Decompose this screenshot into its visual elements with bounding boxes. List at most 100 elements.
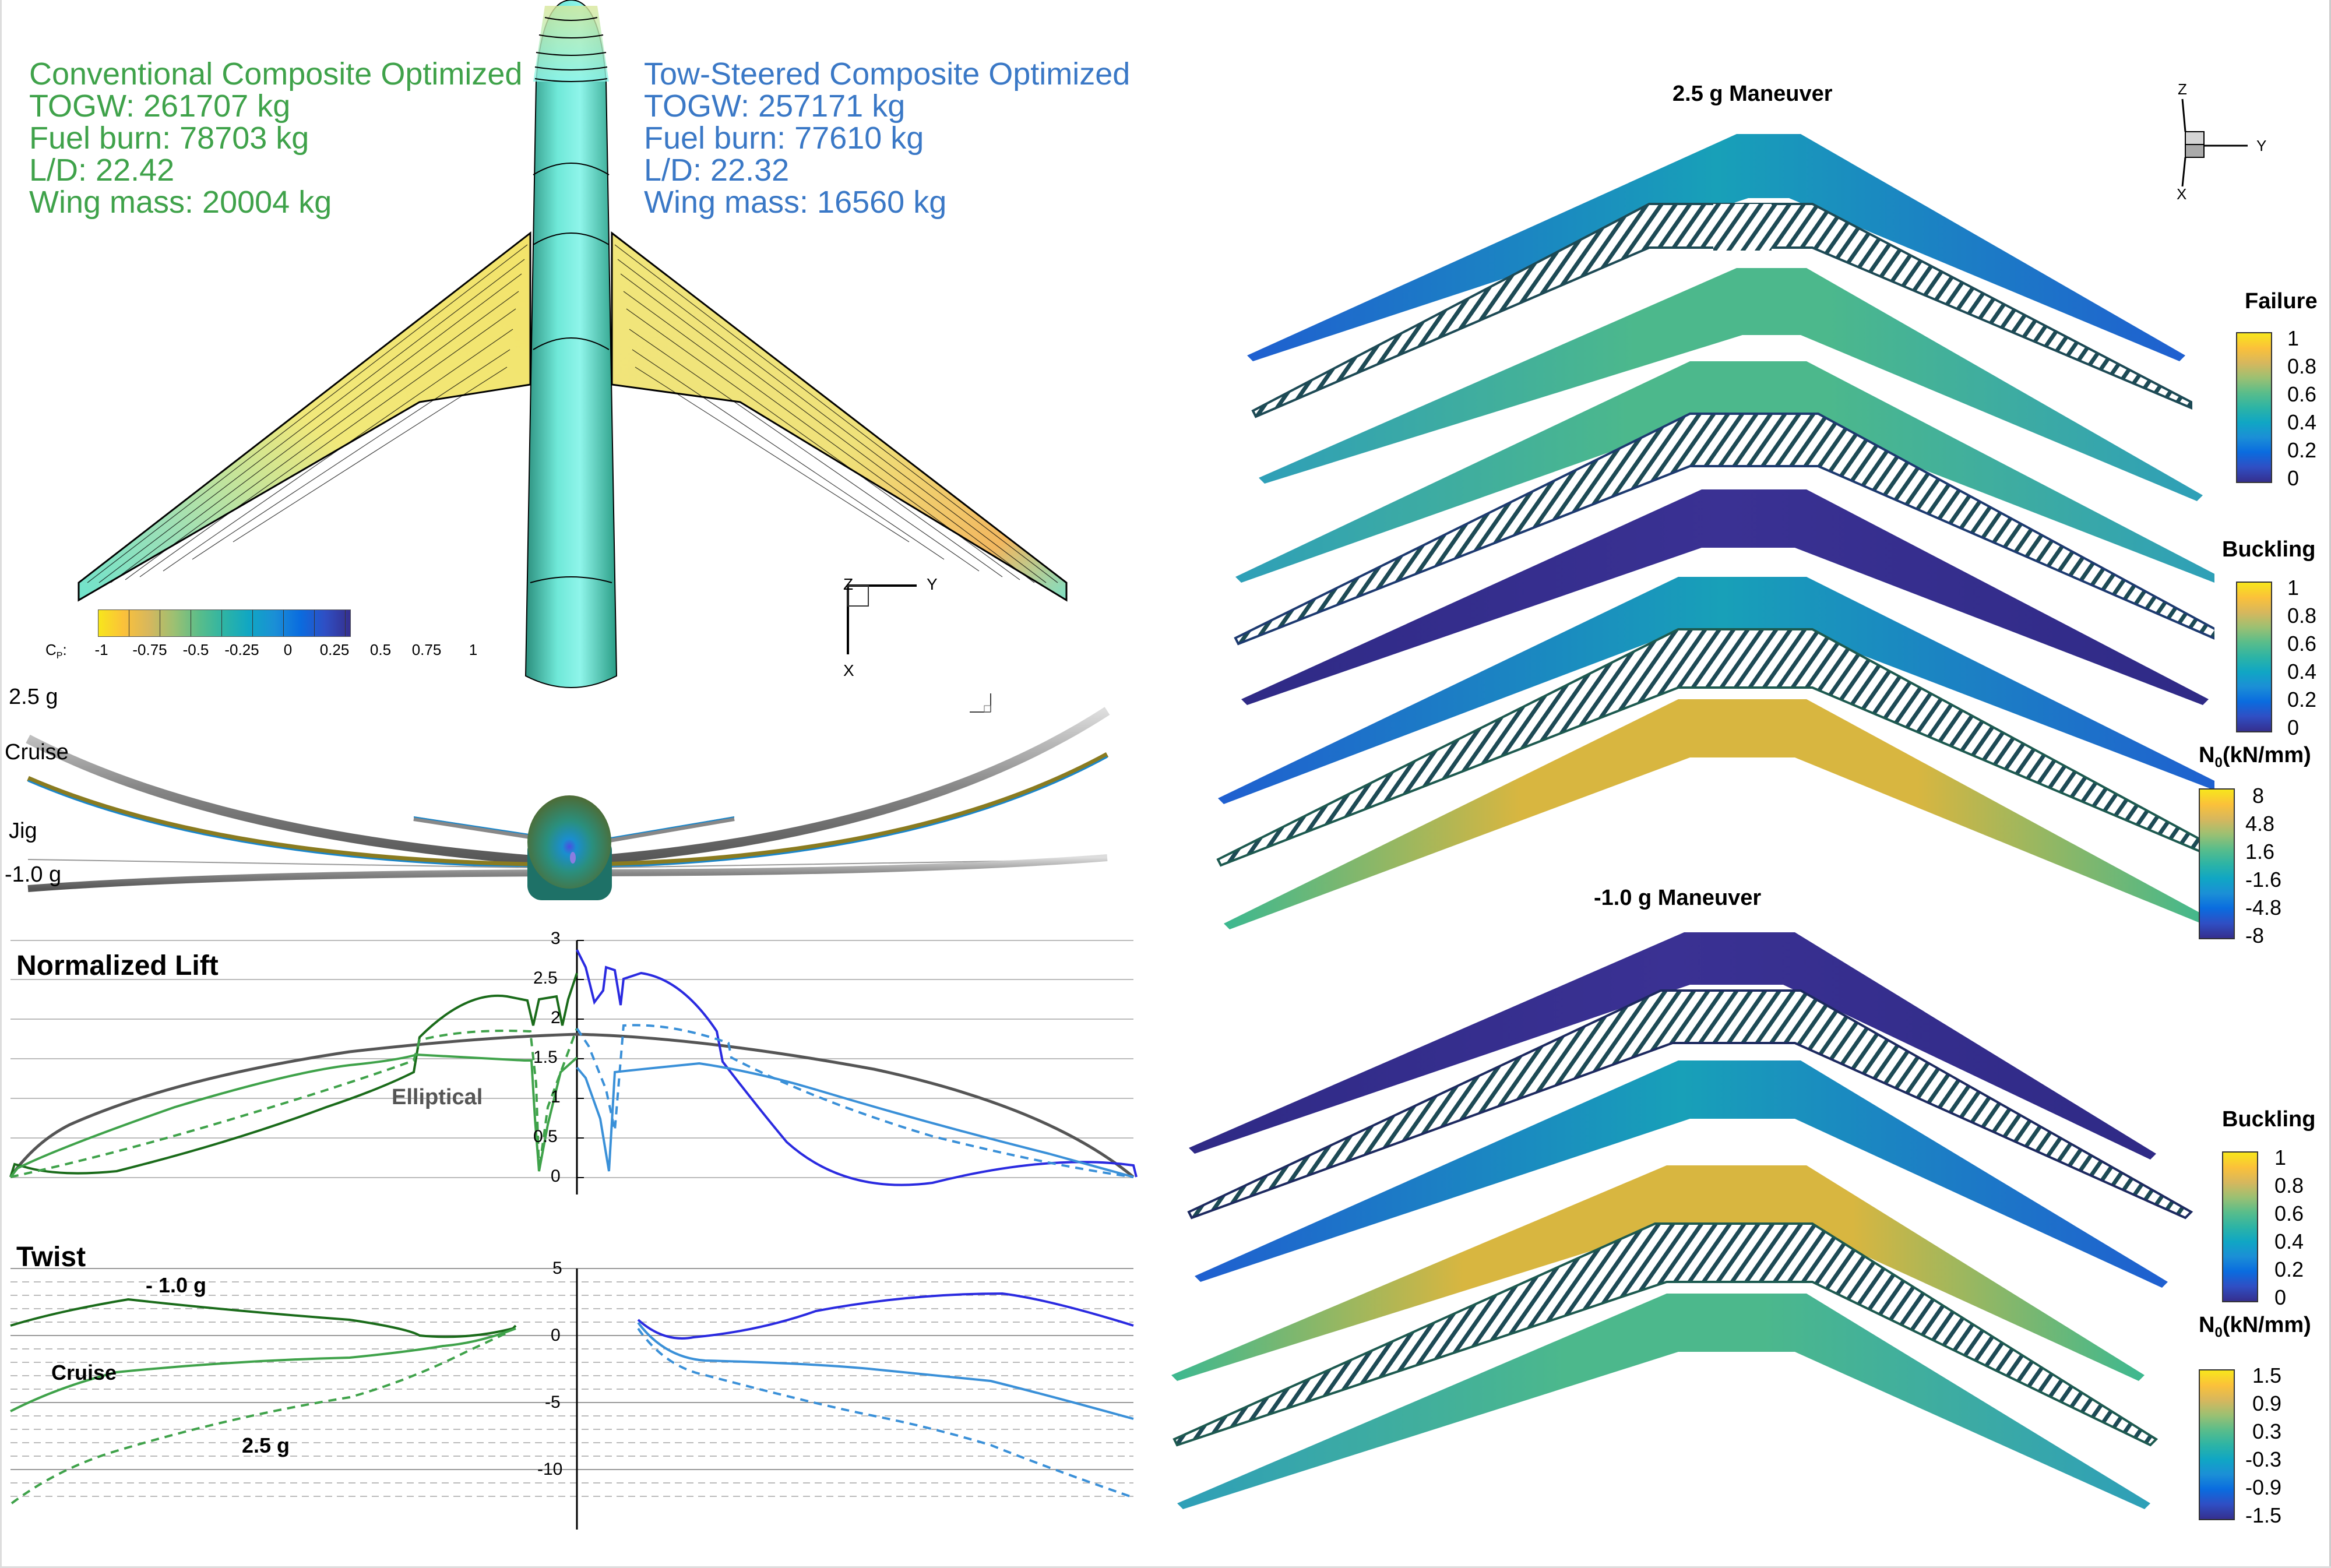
cb-tick: 0 bbox=[2287, 716, 2300, 739]
twist-ytick: 5 bbox=[552, 1259, 562, 1278]
cb-tick: 8 bbox=[2252, 784, 2265, 808]
cb-tick: 0.4 bbox=[2274, 1229, 2304, 1253]
cb-tick: 0.8 bbox=[2287, 604, 2317, 628]
cb-tick: 0.2 bbox=[2274, 1257, 2304, 1281]
frame-right bbox=[2329, 0, 2331, 1568]
failure-colorbar bbox=[2236, 332, 2272, 483]
planform-cp-view bbox=[78, 0, 1068, 688]
twist-label-cruise: Cruise bbox=[51, 1361, 117, 1384]
cp-tick: -0.25 bbox=[224, 641, 259, 658]
front-label-cruise: Cruise bbox=[5, 740, 69, 764]
cb-tick: 0.8 bbox=[2274, 1174, 2304, 1197]
wing-2p5g-buckling-upper bbox=[1235, 361, 2214, 583]
conventional-wing-mass: Wing mass: 20004 kg bbox=[29, 185, 332, 220]
cb-tick: 1 bbox=[2287, 326, 2300, 350]
conventional-ld: L/D: 22.42 bbox=[29, 153, 175, 188]
front-label-minus1g: -1.0 g bbox=[5, 862, 62, 887]
cp-tick: 1 bbox=[469, 641, 478, 658]
cb-tick: 1 bbox=[2287, 576, 2300, 600]
axes-triad-front bbox=[970, 693, 991, 713]
tow-steered-togw: TOGW: 257171 kg bbox=[644, 89, 906, 124]
wing-minus1g-buckling-upper bbox=[1189, 932, 2156, 1160]
cb-tick: 0.6 bbox=[2287, 382, 2317, 406]
cb-tick: 0.8 bbox=[2287, 354, 2317, 378]
lift-ytick: 0 bbox=[551, 1167, 561, 1186]
wing-2p5g-n0-upper bbox=[1218, 577, 2214, 804]
wing-2p5g-structure bbox=[1251, 203, 2192, 418]
tow-steered-title: Tow-Steered Composite Optimized bbox=[644, 57, 1131, 91]
cp-label-suffix: : bbox=[62, 641, 67, 658]
wing-minus1g-buckling-structure bbox=[1187, 989, 2193, 1220]
frame-left bbox=[0, 0, 2, 1568]
n0-colorbar-title: N0(kN/mm) bbox=[2199, 743, 2311, 771]
buckling-colorbar bbox=[2236, 582, 2272, 732]
lift-chart bbox=[9, 940, 1138, 1195]
cp-label-text: C bbox=[45, 641, 57, 658]
cp-label-sub: P bbox=[56, 651, 63, 661]
cp-ticks: -1 -0.75 -0.5 -0.25 0 0.25 0.5 0.75 1 bbox=[94, 641, 478, 658]
twist-ytick: 0 bbox=[551, 1326, 561, 1345]
twist-label-2p5g: 2.5 g bbox=[242, 1433, 290, 1457]
cb-tick: 0.2 bbox=[2287, 688, 2317, 711]
n0-2-colorbar bbox=[2199, 1369, 2235, 1520]
maneuver-minus1g-title: -1.0 g Maneuver bbox=[1594, 886, 1762, 910]
cb-tick: -8 bbox=[2245, 924, 2265, 947]
axis-z-label: Z bbox=[2178, 80, 2187, 98]
wing-2p5g-failure-lower bbox=[1259, 268, 2203, 501]
lift-ytick: 1.5 bbox=[533, 1048, 558, 1067]
lift-ytick: 2 bbox=[551, 1008, 561, 1027]
lift-ytick: 3 bbox=[551, 929, 561, 948]
tow-steered-ld: L/D: 22.32 bbox=[644, 153, 790, 188]
cp-tick: 0.75 bbox=[411, 641, 442, 658]
axes-triad-right bbox=[2181, 98, 2248, 187]
cb-tick: -1.6 bbox=[2245, 868, 2282, 892]
twist-ytick: -5 bbox=[545, 1393, 561, 1412]
cb-tick: 4.8 bbox=[2245, 812, 2275, 836]
cb-tick: 0.6 bbox=[2287, 632, 2317, 656]
cb-tick: -0.9 bbox=[2245, 1475, 2282, 1499]
wing-2p5g-buckling-structure bbox=[1234, 413, 2214, 646]
twist-ytick: -10 bbox=[537, 1460, 563, 1479]
lift-chart-title: Normalized Lift bbox=[16, 950, 219, 981]
wing-minus1g-n0-structure bbox=[1172, 1222, 2159, 1447]
lift-ytick: 2.5 bbox=[533, 968, 558, 988]
cp-label: CP: bbox=[45, 641, 67, 661]
cb-tick: 0.4 bbox=[2287, 410, 2317, 434]
n0-title-suffix: (kN/mm) bbox=[2222, 1313, 2311, 1337]
conventional-fuel-burn: Fuel burn: 78703 kg bbox=[29, 121, 309, 156]
cb-tick: -1.5 bbox=[2245, 1503, 2282, 1527]
frame-bottom bbox=[0, 1566, 2331, 1568]
buckling2-colorbar bbox=[2222, 1151, 2258, 1302]
failure-colorbar-title: Failure bbox=[2245, 289, 2318, 313]
cb-tick: 0.3 bbox=[2252, 1419, 2282, 1443]
left-wing bbox=[78, 231, 531, 602]
wing-2p5g-buckling-lower bbox=[1241, 489, 2209, 705]
axes-triad-top bbox=[847, 584, 917, 654]
conventional-stats: Conventional Composite Optimized TOGW: 2… bbox=[29, 58, 522, 219]
tow-steered-stats: Tow-Steered Composite Optimized TOGW: 25… bbox=[644, 58, 1130, 219]
n0-title-suffix: (kN/mm) bbox=[2222, 743, 2311, 767]
fuselage bbox=[524, 0, 618, 688]
twist-label-minus1g: - 1.0 g bbox=[146, 1273, 207, 1297]
front-view-deflection bbox=[26, 707, 1110, 900]
cb-tick: -4.8 bbox=[2245, 896, 2282, 919]
wing-minus1g-n0-lower bbox=[1177, 1294, 2150, 1509]
wing-2p5g-n0-structure bbox=[1216, 628, 2214, 867]
cp-tick: 0.25 bbox=[319, 641, 350, 658]
wing-2p5g-n0-lower bbox=[1224, 699, 2214, 929]
axis-x-label: X bbox=[843, 661, 854, 679]
cp-colorbar bbox=[98, 609, 351, 637]
cb-tick: 0.2 bbox=[2287, 438, 2317, 462]
cb-tick: 0 bbox=[2287, 466, 2300, 490]
lift-ytick: 0.5 bbox=[533, 1127, 558, 1146]
buckling-colorbar-title: Buckling bbox=[2222, 537, 2316, 562]
cp-tick: -0.75 bbox=[132, 641, 167, 658]
n0-title-sub: 0 bbox=[2214, 755, 2223, 771]
cb-tick: 1.5 bbox=[2252, 1363, 2282, 1387]
front-label-jig: Jig bbox=[9, 819, 37, 843]
wing-minus1g-buckling-lower bbox=[1195, 1060, 2168, 1288]
axis-z-label: Z bbox=[843, 575, 854, 593]
cb-tick: 0.9 bbox=[2252, 1391, 2282, 1415]
conventional-togw: TOGW: 261707 kg bbox=[29, 89, 291, 124]
front-label-2p5g: 2.5 g bbox=[9, 685, 58, 709]
